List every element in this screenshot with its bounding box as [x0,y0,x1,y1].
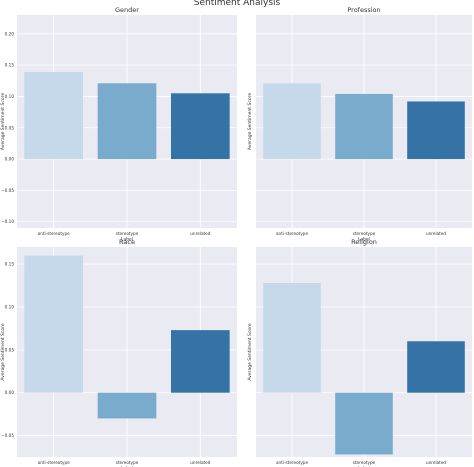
x-axis-label: Label [358,237,370,243]
y-axis-label: Average Sentiment Score [0,323,6,380]
y-tick-label: 0.20 [5,31,15,36]
y-axis-label: Average Sentiment Score [0,93,6,150]
y-tick-label: 0.15 [5,63,15,68]
subplot-race: anti-stereotype stereotype unrelated −0.05 0… [0,238,237,467]
y-axis-label: Average Sentiment Score [247,323,253,380]
y-tick-label: 0.00 [5,157,15,162]
subplot-title: Religion [351,238,377,246]
subplot-profession: anti-stereotype stereotype unrelated Profes… [247,6,472,243]
bar-unrelated [407,101,465,160]
x-tick-label: unrelated [426,460,446,465]
x-tick-label: stereotype [353,231,376,236]
y-tick-label: 0.00 [5,390,15,395]
x-tick-label: stereotype [116,460,139,465]
y-tick-label: 0.05 [5,347,15,352]
bar-stereotype [335,93,393,160]
subplot-title: Profession [347,6,380,14]
y-tick-label: −0.10 [1,219,14,224]
x-tick-label: anti-stereotype [38,460,70,465]
subplot-gender: anti-stereotype stereotype unrelated −0.10 −… [0,6,237,243]
x-tick-label: anti-stereotype [276,231,308,236]
bar-anti-stereotype [24,72,83,160]
bar-unrelated [171,330,230,393]
subplot-title: Gender [115,6,139,14]
x-tick-label: stereotype [116,231,139,236]
bar-stereotype [97,392,157,419]
y-tick-label: 0.10 [5,305,15,310]
x-tick-label: unrelated [190,460,210,465]
y-tick-label: −0.05 [1,433,14,438]
bar-stereotype [97,83,157,160]
x-tick-label: anti-stereotype [38,231,70,236]
y-tick-label: −0.05 [1,188,14,193]
subplot-title: Race [119,238,135,246]
figure-title: Sentiment Analysis [193,0,281,8]
y-tick-label: 0.10 [5,94,15,99]
y-tick-label: 0.05 [5,125,15,130]
x-axis-label: Label [121,466,133,467]
x-tick-label: anti-stereotype [276,460,308,465]
x-axis-label: Label [121,237,133,243]
bar-anti-stereotype [263,283,321,393]
x-tick-label: stereotype [353,460,376,465]
bar-unrelated [171,93,230,160]
y-axis-label: Average Sentiment Score [247,93,253,150]
x-tick-label: unrelated [426,231,446,236]
bar-stereotype [335,392,393,455]
x-tick-label: unrelated [190,231,210,236]
bar-anti-stereotype [263,83,321,160]
bar-unrelated [407,341,465,393]
bar-anti-stereotype [24,255,83,393]
x-axis-label: Label [358,466,370,467]
subplot-religion: anti-stereotype stereotype unrelated Religi… [247,238,472,467]
y-tick-label: 0.15 [5,262,15,267]
